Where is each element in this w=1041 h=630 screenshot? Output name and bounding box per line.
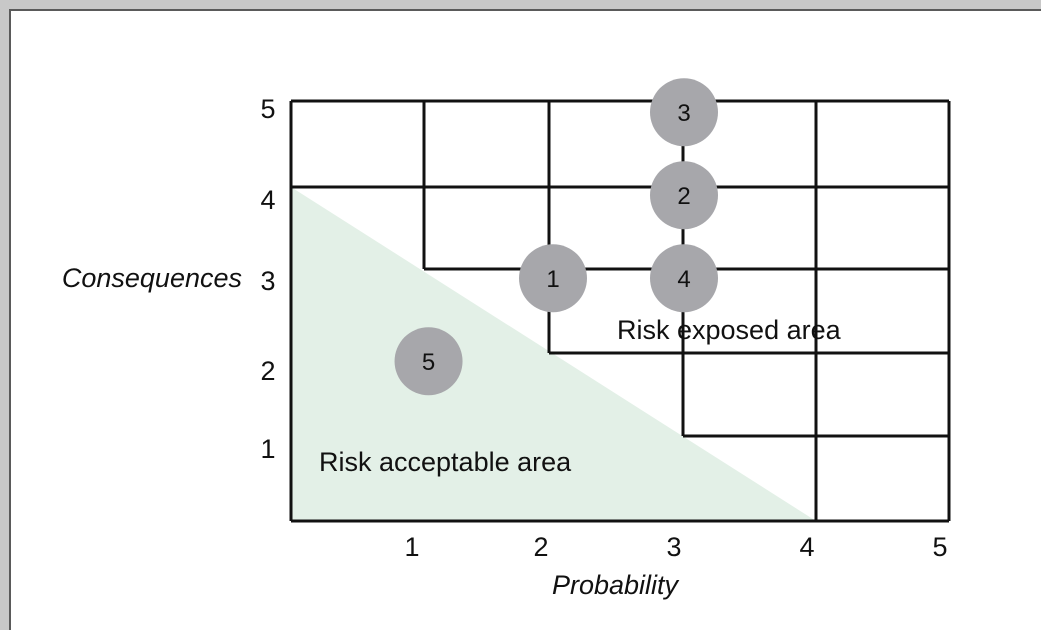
- x-tick-3: 3: [666, 532, 681, 562]
- risk-bubble: 3: [650, 78, 718, 147]
- x-axis-ticks: 1 2 3 4 5: [404, 532, 947, 562]
- risk-bubbles: 1 2 3 4 5: [394, 78, 718, 396]
- diagram-frame: 5 4 3 2 1 1 2 3 4 5 Probability Conseque…: [9, 9, 1041, 630]
- x-axis-title: Probability: [552, 570, 680, 600]
- risk-bubble-label: 4: [677, 266, 690, 293]
- y-tick-4: 4: [260, 185, 275, 215]
- risk-bubble-circle: [394, 327, 463, 396]
- risk-bubble-label: 5: [422, 349, 435, 376]
- x-tick-5: 5: [932, 532, 947, 562]
- x-tick-1: 1: [404, 532, 419, 562]
- y-tick-1: 1: [260, 434, 275, 464]
- y-tick-5: 5: [260, 94, 275, 124]
- y-axis-title: Consequences: [62, 263, 242, 293]
- risk-matrix-diagram: 5 4 3 2 1 1 2 3 4 5 Probability Conseque…: [62, 78, 951, 600]
- x-tick-2: 2: [533, 532, 548, 562]
- risk-bubble-label: 2: [677, 183, 690, 210]
- risk-bubble: 4: [650, 244, 718, 313]
- risk-bubble-circle: [519, 244, 587, 313]
- y-tick-3: 3: [260, 266, 275, 296]
- risk-bubble: 2: [650, 161, 718, 230]
- risk-bubble-circle: [650, 78, 718, 147]
- risk-exposed-area-label: Risk exposed area: [617, 315, 842, 345]
- y-axis-ticks: 5 4 3 2 1: [260, 94, 275, 464]
- risk-bubble-circle: [650, 244, 718, 313]
- risk-bubble-label: 1: [546, 266, 559, 293]
- risk-bubble: 5: [394, 327, 463, 396]
- y-tick-2: 2: [260, 356, 275, 386]
- risk-bubble-label: 3: [677, 100, 690, 127]
- risk-bubble-circle: [650, 161, 718, 230]
- risk-bubble: 1: [519, 244, 587, 313]
- risk-acceptable-area-label: Risk acceptable area: [319, 447, 572, 477]
- x-tick-4: 4: [799, 532, 814, 562]
